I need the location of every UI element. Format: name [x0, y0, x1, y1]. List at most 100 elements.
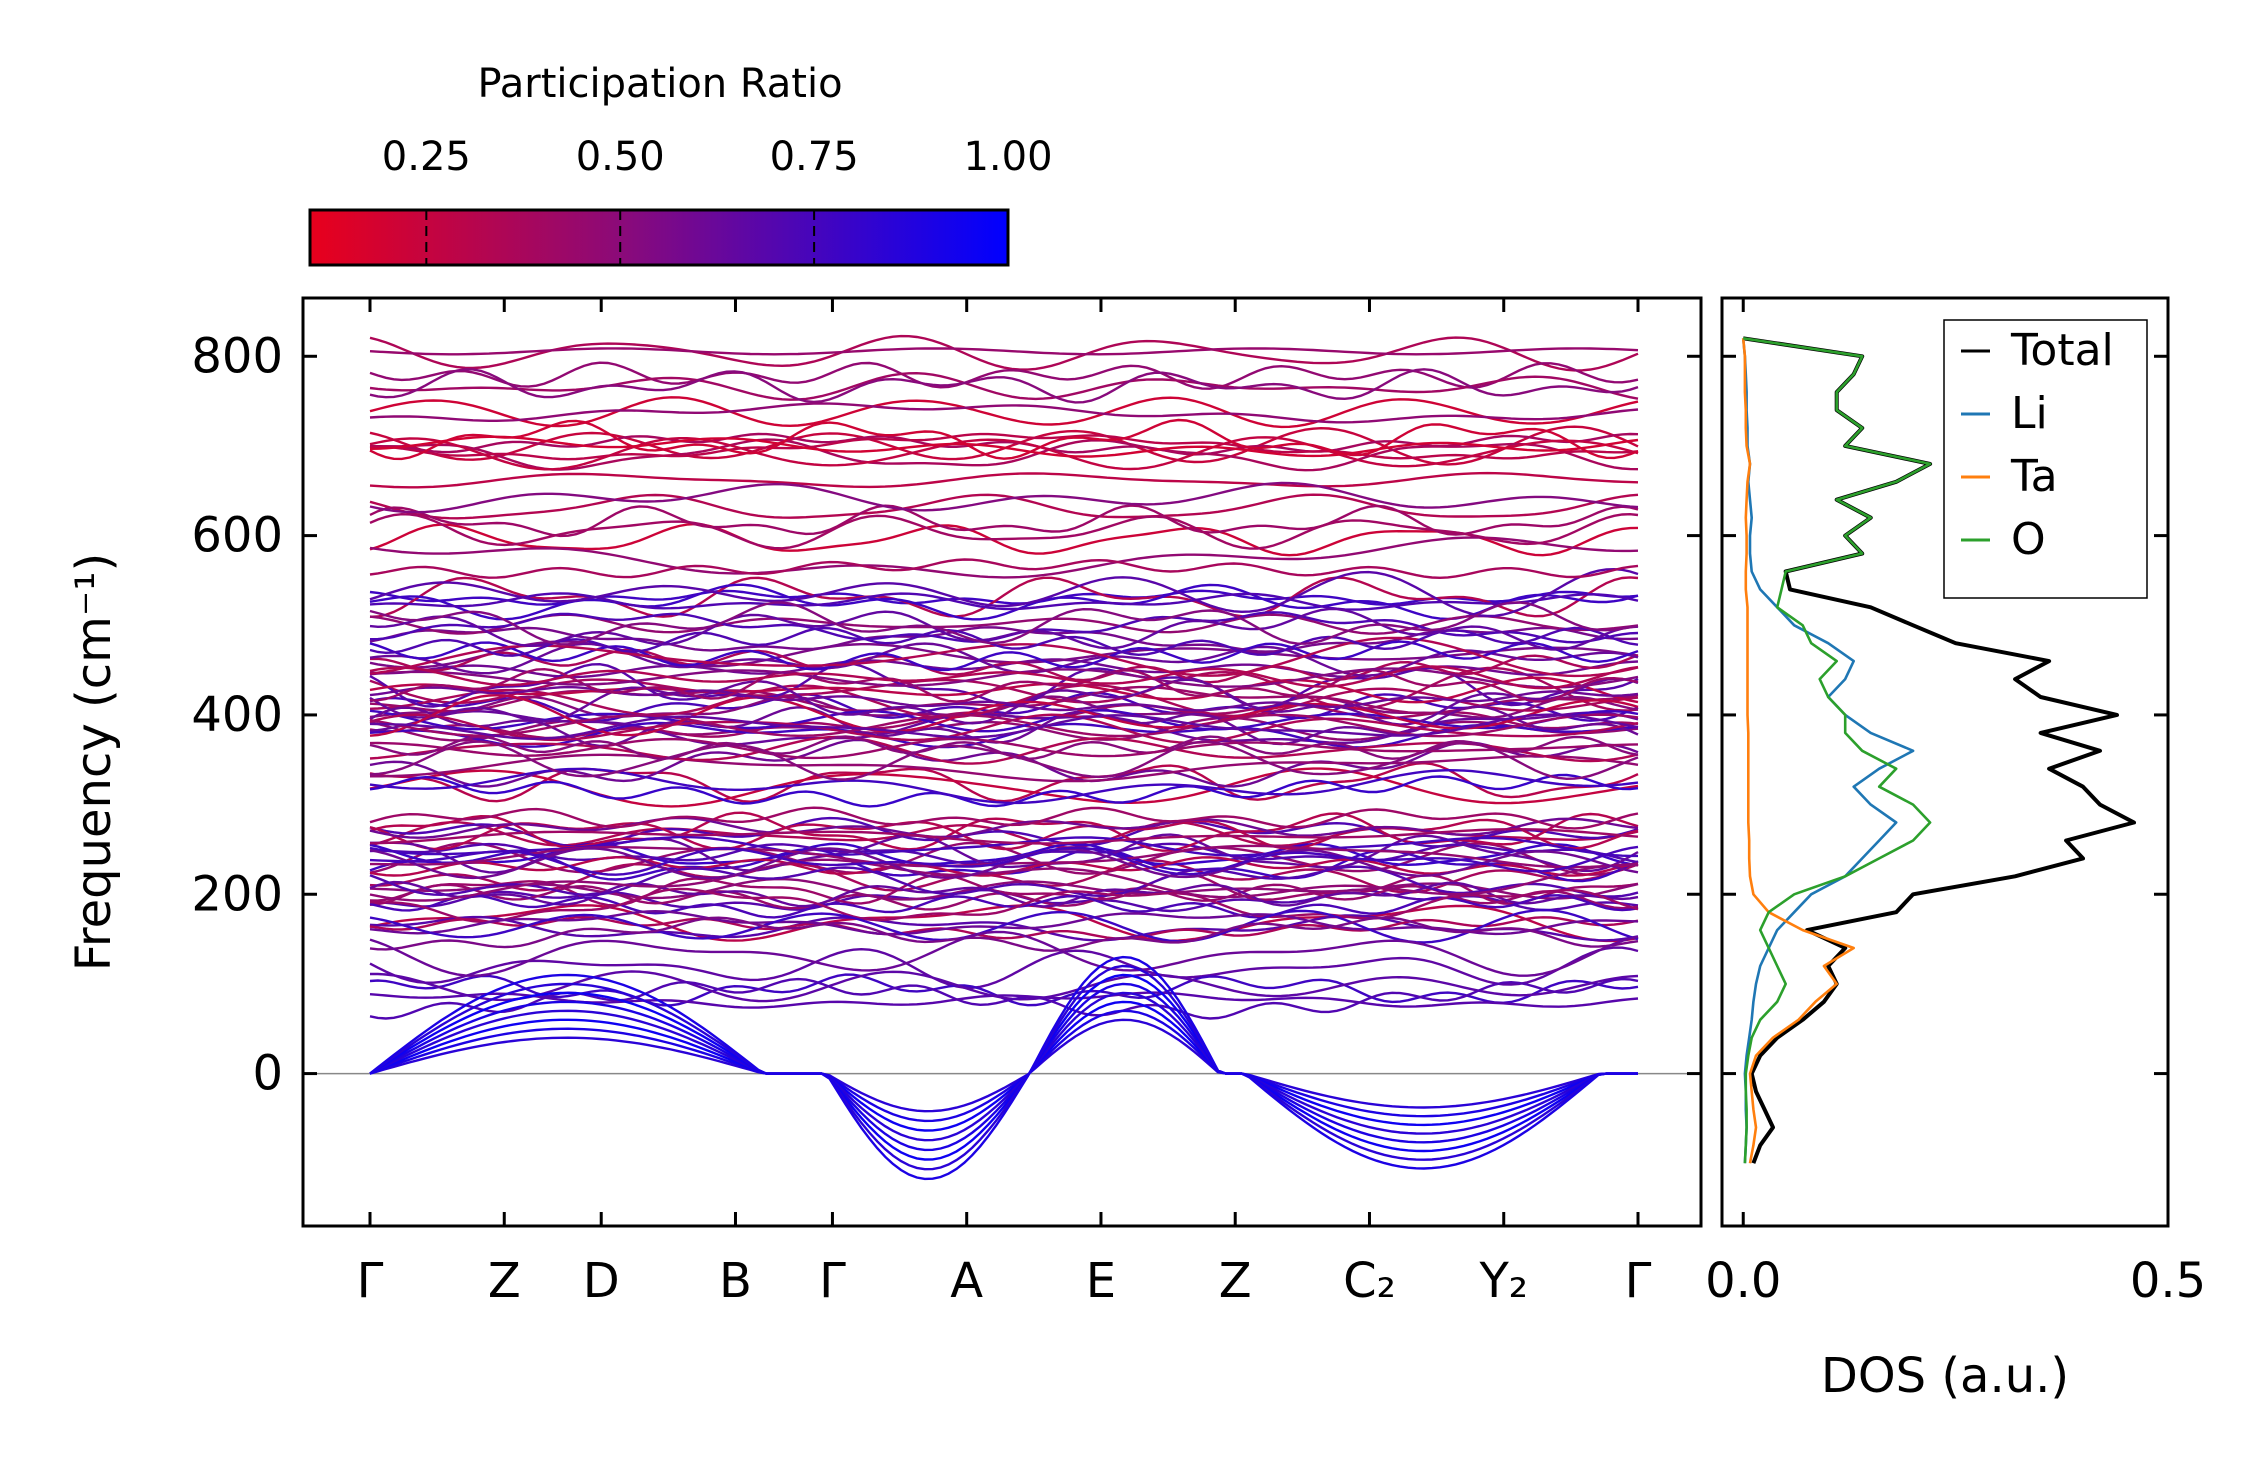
phonon-band: [369, 916, 1639, 952]
legend-label: O: [2011, 514, 2046, 565]
colorbar-tick-label: 0.25: [382, 134, 471, 180]
k-point-label: Y₂: [1478, 1253, 1528, 1309]
k-point-label: Z: [488, 1253, 521, 1309]
k-point-label: Γ: [819, 1253, 846, 1309]
k-point-label: B: [719, 1253, 752, 1309]
phonon-band: [369, 713, 1639, 738]
k-point-label: Γ: [1625, 1253, 1652, 1309]
k-point-label: E: [1086, 1253, 1116, 1309]
phonon-band: [369, 859, 1639, 894]
dos-axes-frame: [1720, 296, 2170, 1228]
phonon-band: [369, 865, 1639, 898]
phonon-band: [369, 418, 1639, 461]
phonon-band: [369, 402, 1639, 424]
y-tick-label: 0: [252, 1046, 283, 1102]
dos-x-tick-label: 0.5: [2130, 1253, 2206, 1309]
phonon-band: [369, 522, 1639, 557]
phonon-band: [369, 709, 1639, 733]
phonon-band: [369, 558, 1639, 580]
phonon-band: [369, 887, 1639, 924]
phonon-band: [369, 435, 1639, 458]
soft-mode-band: [369, 955, 1638, 1181]
phonon-band: [369, 894, 1639, 919]
legend-frame: [1943, 319, 2148, 599]
legend-label: Li: [2011, 388, 2048, 439]
colorbar-title: Participation Ratio: [477, 61, 842, 107]
phonon-band: [369, 504, 1639, 538]
phonon-band: [370, 970, 1639, 1003]
colorbar-tick-label: 1.00: [963, 134, 1052, 180]
phonon-band: [369, 665, 1639, 690]
k-point-label: A: [950, 1253, 983, 1309]
phonon-band: [369, 471, 1639, 489]
phonon-band: [369, 493, 1639, 520]
phonon-band: [370, 753, 1639, 783]
phonon-band: [369, 576, 1639, 618]
phonon-band: [369, 667, 1639, 703]
band-axes-frame: [301, 296, 1703, 1228]
phonon-band: [369, 371, 1639, 401]
phonon-band: [369, 666, 1639, 712]
band-structure-panel: 0 200 400 600 800 Γ Z D B Γ A E Z C₂ Y₂ Γ Frequency (c…: [66, 296, 1703, 1309]
soft-mode-band: [369, 1000, 1638, 1132]
phonon-band: [369, 676, 1639, 704]
phonon-band: [369, 626, 1639, 653]
colorbar-tick-label: 0.75: [770, 134, 859, 180]
y-tick-label: 800: [191, 328, 283, 384]
phonon-band: [369, 856, 1639, 877]
soft-mode-band: [369, 1018, 1638, 1113]
y-tick-label: 600: [191, 508, 283, 564]
phonon-band: [369, 567, 1639, 618]
y-tick-label: 200: [191, 866, 283, 922]
phonon-band: [369, 767, 1639, 805]
dos-panel: 0.0 0.5 DOS (a.u.) Total Li Ta O: [1705, 296, 2206, 1404]
colorbar-gradient: [308, 208, 1010, 267]
y-tick-label: 400: [191, 687, 283, 743]
soft-mode-band: [369, 964, 1638, 1171]
dos-series-li: [1741, 338, 1915, 1164]
phonon-band: [369, 713, 1639, 741]
phonon-band: [369, 536, 1639, 579]
phonon-band: [369, 845, 1639, 876]
phonon-band: [369, 735, 1639, 765]
soft-mode-band: [369, 1009, 1638, 1123]
k-point-label: C₂: [1343, 1253, 1396, 1309]
phonon-band: [369, 816, 1639, 839]
phonon-band: [369, 806, 1639, 830]
phonon-band: [369, 334, 1639, 372]
phonon-band: [369, 740, 1639, 781]
phonon-band: [369, 626, 1639, 657]
soft-mode-band: [369, 973, 1638, 1161]
phonon-band: [369, 432, 1639, 461]
phonon-band: [369, 642, 1639, 677]
legend-label: Ta: [2010, 451, 2058, 502]
dos-series-ta: [1741, 338, 1855, 1164]
phonon-band: [369, 481, 1639, 514]
colorbar-tick-label: 0.50: [576, 134, 665, 180]
phonon-band: [369, 915, 1639, 941]
phonon-band: [369, 773, 1639, 808]
phonon-band: [369, 713, 1639, 744]
phonon-band: [369, 667, 1639, 689]
phonon-band: [369, 512, 1639, 550]
phonon-band: [369, 436, 1639, 471]
k-point-label: D: [583, 1253, 620, 1309]
phonon-band: [369, 677, 1639, 726]
phonon-band: [369, 908, 1639, 944]
y-axis-label: Frequency (cm⁻¹): [66, 553, 122, 971]
phonon-band: [369, 909, 1639, 936]
phonon-band: [369, 438, 1639, 472]
phonon-band: [369, 930, 1639, 978]
phonon-band: [369, 607, 1639, 651]
dos-x-tick-label: 0.0: [1705, 1253, 1781, 1309]
phonon-band: [369, 636, 1639, 678]
phonon-band: [369, 842, 1639, 865]
phonon-band: [369, 640, 1639, 672]
phonon-band: [369, 368, 1639, 404]
colorbar: Participation Ratio 0.25 0.50 0.75 1.00: [308, 61, 1053, 267]
k-point-label: Γ: [357, 1253, 384, 1309]
dos-series-o: [1743, 337, 1932, 1164]
k-point-label: Z: [1219, 1253, 1252, 1309]
